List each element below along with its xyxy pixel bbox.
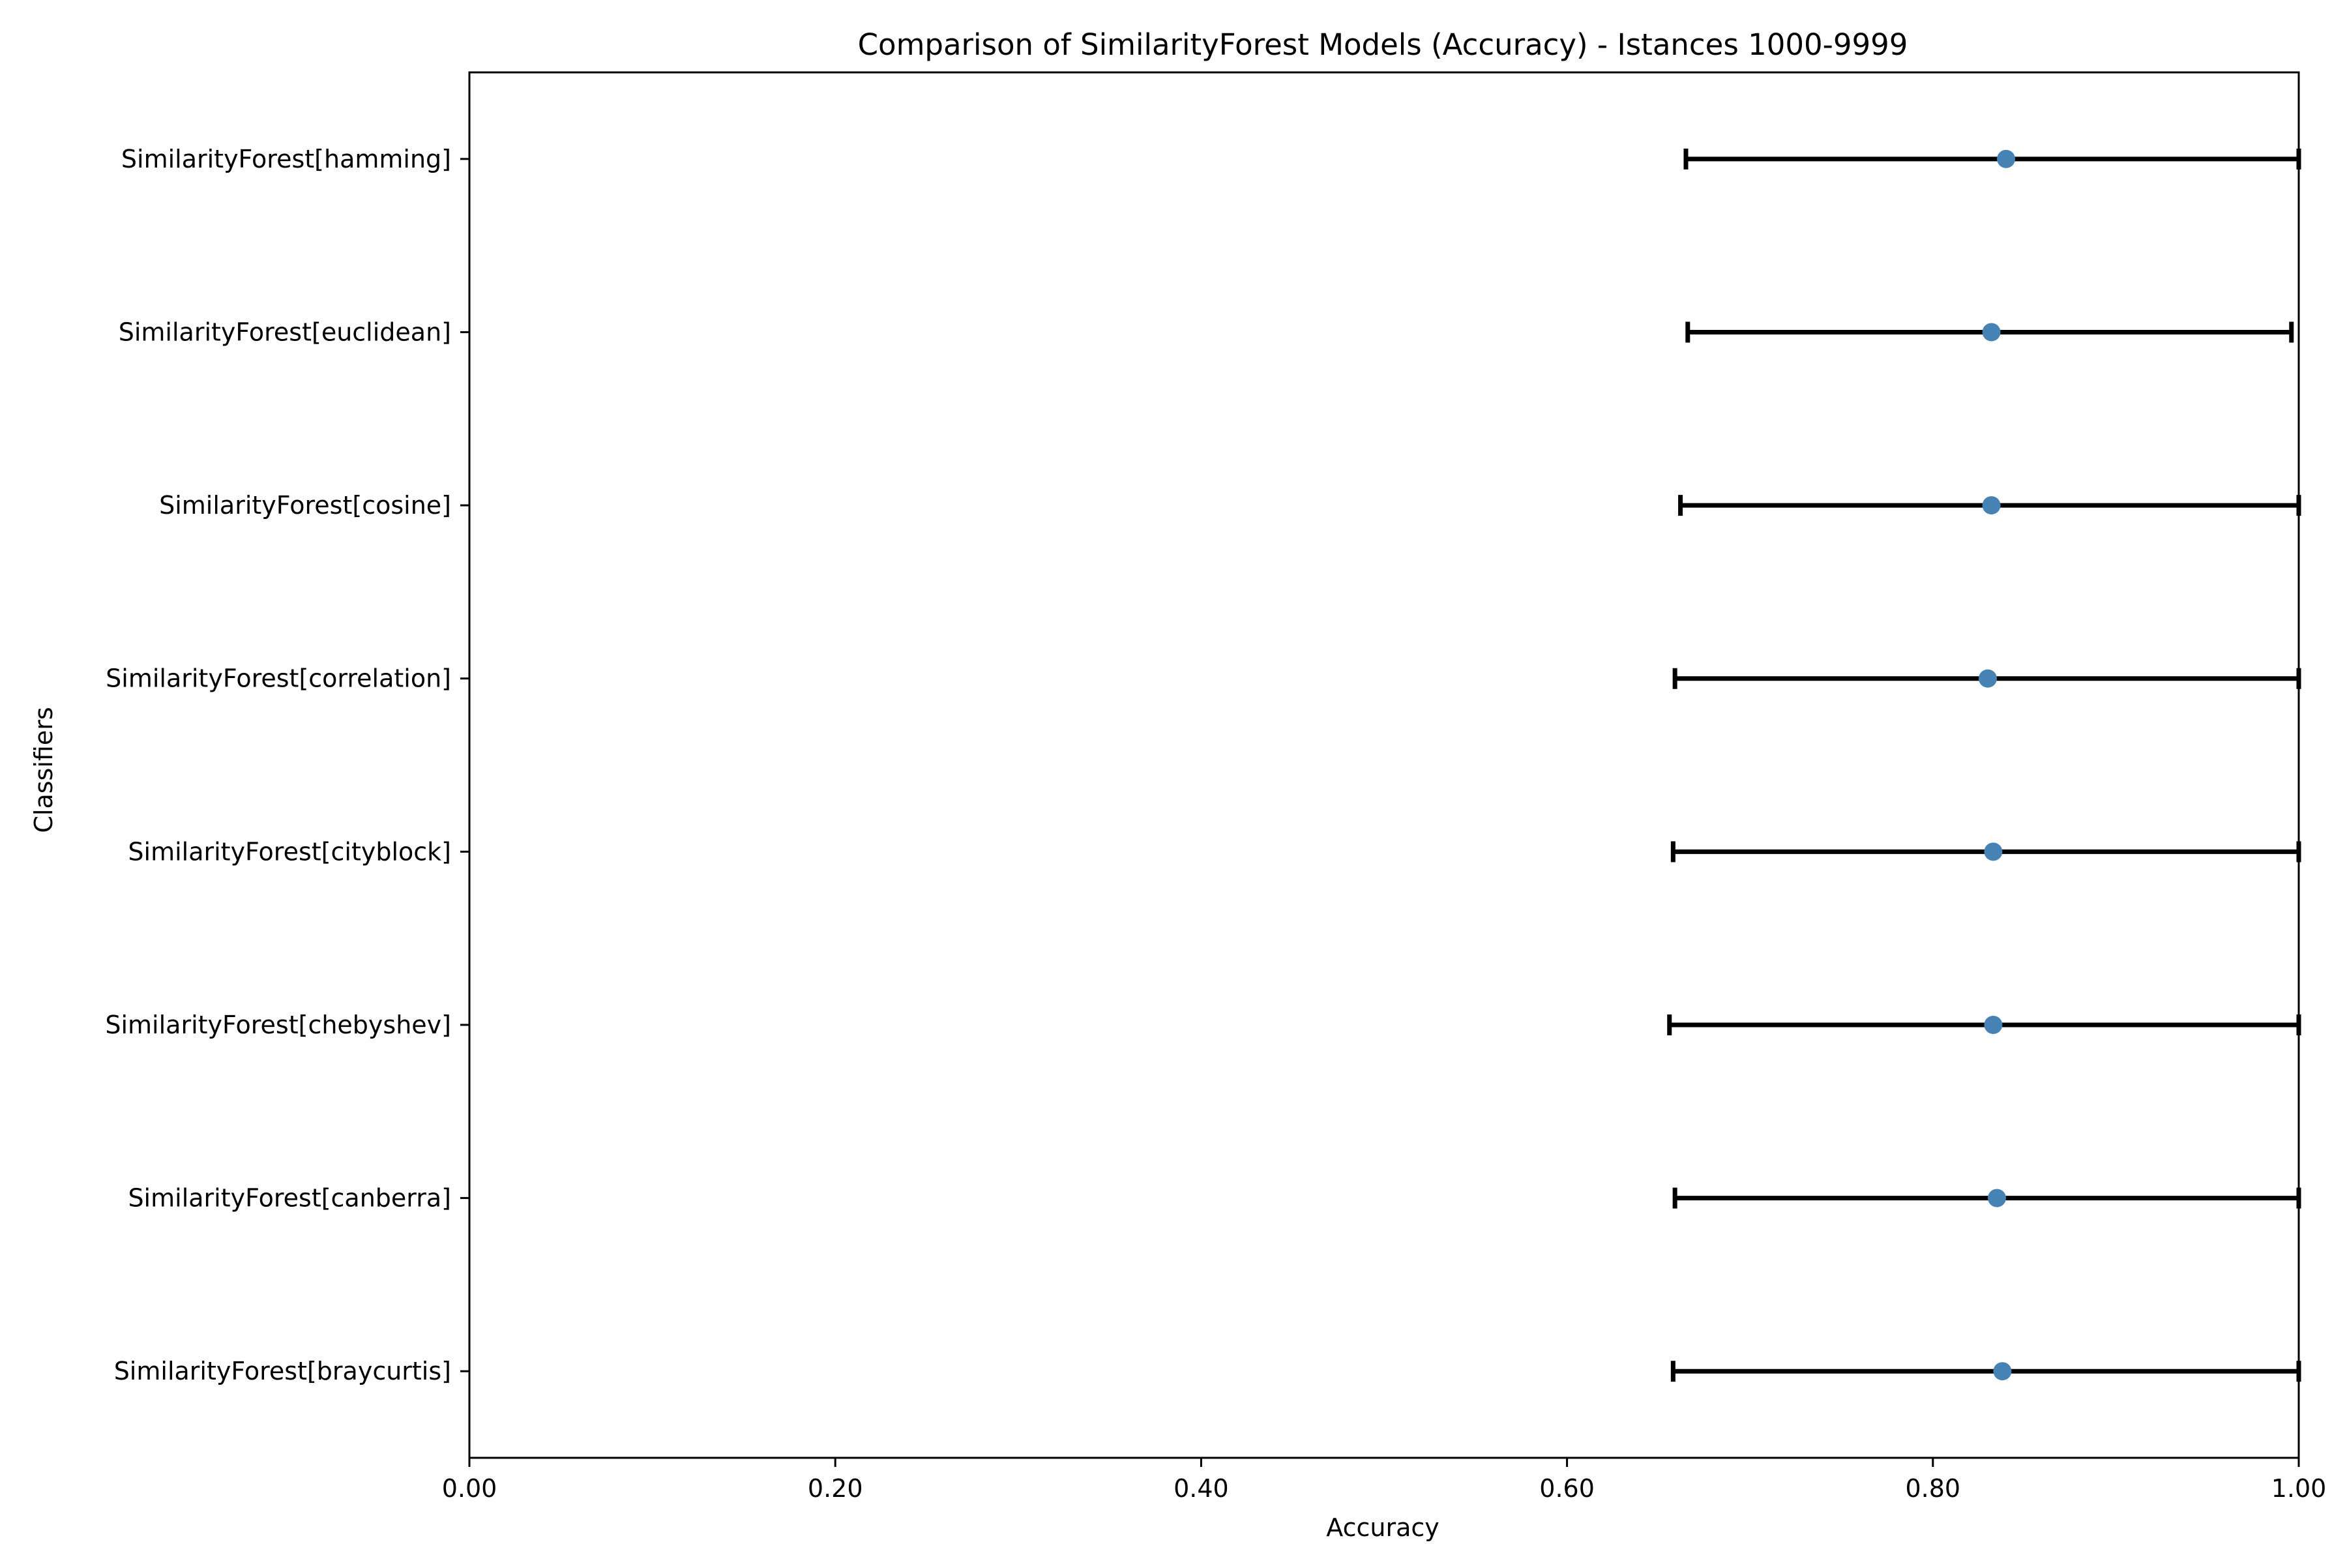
y-tick-label: SimilarityForest[chebyshev] bbox=[105, 1011, 451, 1039]
x-tick-label: 0.00 bbox=[442, 1474, 497, 1503]
y-tick-label: SimilarityForest[canberra] bbox=[128, 1184, 451, 1213]
mean-point bbox=[1982, 323, 2001, 342]
y-tick-label: SimilarityForest[cityblock] bbox=[128, 837, 451, 866]
mean-point bbox=[1984, 842, 2003, 861]
chart-title: Comparison of SimilarityForest Models (A… bbox=[858, 27, 1908, 62]
y-tick-label: SimilarityForest[correlation] bbox=[106, 664, 451, 693]
plot-frame bbox=[468, 71, 2300, 1459]
x-tick-label: 0.40 bbox=[1174, 1474, 1229, 1503]
y-tick-label: SimilarityForest[hamming] bbox=[121, 145, 451, 173]
x-axis-label: Accuracy bbox=[1326, 1513, 1439, 1542]
mean-point bbox=[1997, 149, 2016, 168]
x-tick-label: 1.00 bbox=[2271, 1474, 2327, 1503]
x-tick-label: 0.20 bbox=[808, 1474, 863, 1503]
x-tick-label: 0.80 bbox=[1905, 1474, 1960, 1503]
mean-point bbox=[1982, 496, 2001, 515]
mean-point bbox=[1984, 1015, 2003, 1034]
y-tick-label: SimilarityForest[euclidean] bbox=[119, 318, 451, 346]
mean-point bbox=[1993, 1362, 2012, 1381]
mean-point bbox=[1988, 1189, 2007, 1207]
x-tick-label: 0.60 bbox=[1539, 1474, 1595, 1503]
mean-point bbox=[1978, 669, 1997, 688]
y-tick-label: SimilarityForest[cosine] bbox=[159, 491, 451, 520]
y-axis-label: Classifiers bbox=[29, 707, 58, 833]
plot-area: 0.00 0.20 0.40 0.60 0.80 1.00 SimilarityForest… bbox=[105, 71, 2327, 1503]
y-tick-label: SimilarityForest[braycurtis] bbox=[114, 1357, 451, 1385]
